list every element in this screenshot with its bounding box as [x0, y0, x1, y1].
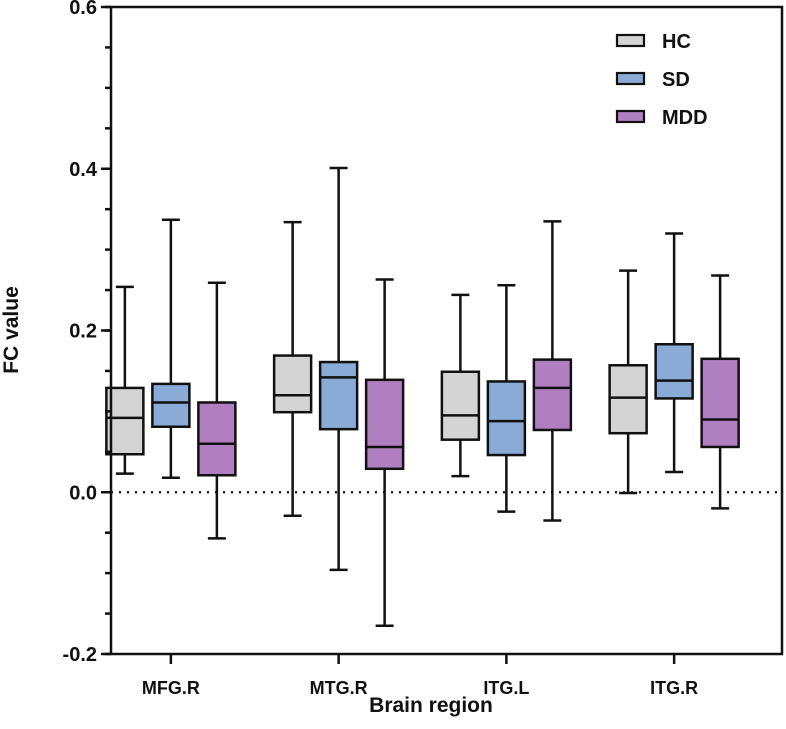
- box-sd-itg-l: [486, 380, 527, 457]
- y-tick-label: 0.4: [69, 159, 98, 181]
- box-hc-itg-l: [440, 370, 481, 441]
- x-tick-label: MTG.R: [310, 678, 368, 698]
- box-hc-itg-r: [608, 364, 648, 435]
- x-axis-label: Brain region: [369, 694, 493, 717]
- boxes-layer: [105, 166, 740, 627]
- x-tick-label: ITG.R: [650, 678, 698, 698]
- legend: HC SD MDD: [615, 31, 708, 129]
- box-hc-mfg-r: [105, 386, 145, 456]
- axes-layer: -0.2 0.0 0.2 0.4 0.6 MFG.R MTG.R ITG.L ITG.R: [63, 0, 784, 698]
- y-tick-label: 0.0: [69, 482, 97, 504]
- legend-swatch-hc: [615, 33, 646, 48]
- box-sd-itg-r: [654, 342, 694, 400]
- box-sd-mfg-r: [151, 382, 191, 428]
- legend-label-hc: HC: [662, 31, 691, 53]
- y-tick-label: 0.2: [69, 321, 97, 343]
- box-mdd-mfg-r: [197, 401, 237, 477]
- legend-swatch-mdd: [615, 109, 646, 124]
- x-tick-label: ITG.L: [483, 678, 529, 698]
- legend-swatch-sd: [615, 71, 646, 86]
- box-hc-mtg-r: [272, 354, 313, 414]
- box-sd-mtg-r: [318, 360, 359, 431]
- box-mdd-itg-l: [532, 358, 573, 432]
- box-mdd-mtg-r: [364, 378, 405, 471]
- y-tick-label: -0.2: [63, 644, 97, 666]
- plot-frame: [109, 5, 784, 656]
- legend-label-mdd: MDD: [662, 107, 708, 129]
- legend-label-sd: SD: [662, 69, 690, 91]
- y-tick-label: 0.6: [69, 0, 97, 19]
- x-tick-label: MFG.R: [142, 678, 200, 698]
- y-axis-label: FC value: [0, 286, 23, 374]
- box-mdd-itg-r: [700, 357, 740, 449]
